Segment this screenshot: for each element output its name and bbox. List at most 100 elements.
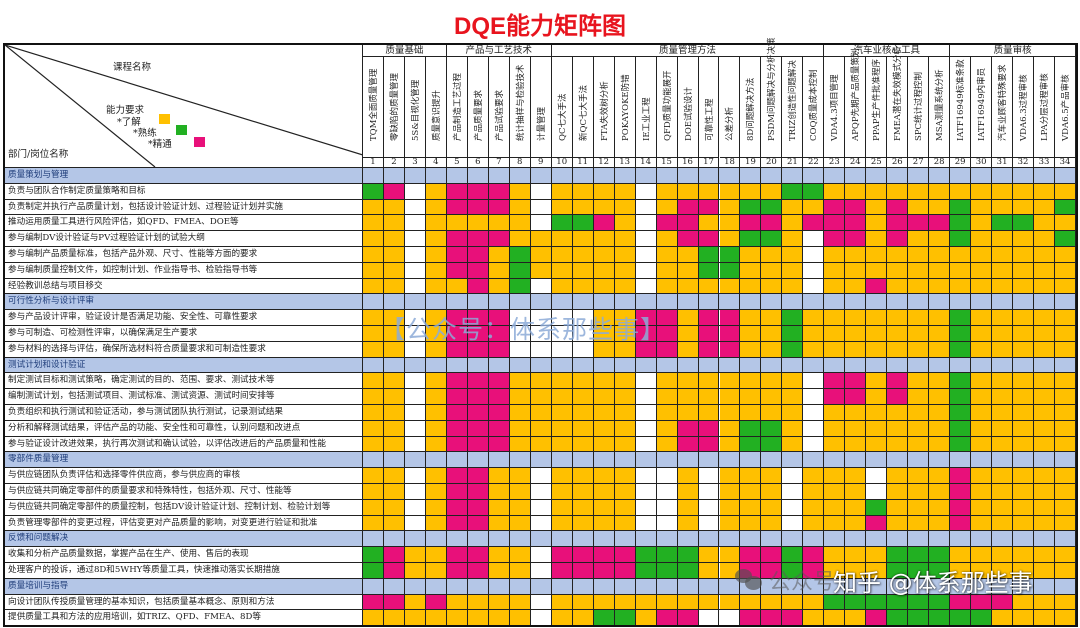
level-understand-cell (824, 278, 846, 294)
course-name: PPAP生产件批准程序 (872, 58, 883, 141)
level-understand-cell (1034, 231, 1056, 246)
empty-cell (509, 310, 531, 325)
level-expert-cell (950, 484, 972, 499)
empty-cell (530, 499, 552, 515)
competency-label: 编制测试计划，包括测试项目、测试标准、测试资源、测试时间安排等 (5, 389, 363, 404)
level-understand-cell (845, 341, 867, 357)
level-proficient-cell (950, 436, 972, 452)
course-header: 可靠性工程 (699, 57, 720, 157)
level-understand-cell (551, 373, 573, 389)
level-understand-cell (698, 405, 720, 420)
level-expert-cell (803, 563, 825, 578)
section-cell (636, 294, 657, 310)
competency-row: 参与编制质量控制文件，如控制计划、作业指导书、检验指导书等 (5, 261, 1076, 278)
level-proficient-cell (866, 594, 888, 610)
section-cell (824, 294, 846, 310)
section-cell (761, 578, 783, 594)
competency-label: 参与产品设计评审，验证设计是否满足功能、安全性、可靠性要求 (5, 310, 363, 325)
level-expert-cell (740, 215, 762, 231)
level-expert-cell (488, 405, 510, 420)
level-proficient-cell (363, 547, 384, 562)
level-understand-cell (740, 247, 762, 262)
course-number: 5 (446, 157, 468, 167)
empty-cell (404, 310, 426, 325)
level-understand-cell (1055, 215, 1076, 231)
level-understand-cell (929, 310, 951, 325)
level-expert-cell (467, 199, 489, 215)
section-cell (782, 168, 804, 183)
competency-label: 参与编制DV设计验证与PV过程验证计划的试验大纲 (5, 231, 363, 246)
level-understand-cell (572, 389, 594, 404)
section-cell (1034, 357, 1056, 373)
empty-cell (698, 484, 720, 499)
level-understand-cell (1013, 436, 1035, 452)
level-expert-cell (446, 247, 468, 262)
section-cell (1013, 357, 1035, 373)
level-understand-cell (929, 405, 951, 420)
level-understand-cell (1013, 183, 1035, 199)
course-header: TQM全面质量管理 (363, 57, 384, 157)
level-expert-cell (467, 183, 489, 199)
level-understand-cell (866, 389, 888, 404)
level-proficient-cell (740, 420, 762, 436)
section-cell (720, 452, 741, 468)
level-understand-cell (614, 389, 636, 404)
section-cell (678, 168, 699, 183)
course-header: 产品质量要求 (468, 57, 489, 157)
section-cell (510, 452, 531, 468)
level-understand-cell (383, 199, 405, 215)
level-proficient-cell (719, 262, 741, 278)
section-cell (447, 578, 468, 594)
level-expert-cell (593, 547, 615, 562)
course-name: VDA6.3过程审核 (1019, 74, 1030, 141)
level-expert-cell (488, 373, 510, 389)
level-understand-cell (1055, 389, 1076, 404)
section-cell (615, 452, 636, 468)
level-expert-cell (677, 231, 699, 246)
section-cell (740, 531, 762, 547)
level-understand-cell (551, 183, 573, 199)
level-understand-cell (551, 499, 573, 515)
level-understand-cell (572, 420, 594, 436)
level-understand-cell (698, 563, 720, 578)
level-expert-cell (929, 215, 951, 231)
level-understand-cell (509, 215, 531, 231)
empty-cell (635, 484, 657, 499)
section-cell (908, 168, 930, 183)
level-proficient-cell (929, 563, 951, 578)
level-understand-cell (363, 262, 384, 278)
level-understand-cell (1034, 183, 1056, 199)
section-cell (636, 357, 657, 373)
level-proficient-cell (950, 215, 972, 231)
competency-label: 与供应链共同确定零部件的质量控制，包括DV设计验证计划、控制计划、检验计划等 (5, 499, 363, 515)
level-understand-cell (488, 215, 510, 231)
level-understand-cell (803, 310, 825, 325)
section-cell (845, 294, 867, 310)
capability-matrix: 课程名称 能力要求 *了解 *熟练 *精通 部门/岗位名称 质量基础 产品与工艺技… (3, 37, 1078, 627)
level-understand-cell (509, 547, 531, 562)
level-understand-cell (719, 373, 741, 389)
level-understand-cell (488, 468, 510, 483)
section-cell (531, 578, 552, 594)
level-understand-cell (614, 326, 636, 341)
level-proficient-cell (782, 563, 804, 578)
level-understand-cell (929, 420, 951, 436)
course-number: 12 (593, 157, 615, 167)
section-cell (803, 452, 825, 468)
course-header: QFD质量功能展开 (657, 57, 678, 157)
level-understand-cell (509, 436, 531, 452)
section-cell (447, 294, 468, 310)
level-understand-cell (908, 341, 930, 357)
section-cell (552, 168, 573, 183)
level-proficient-cell (740, 199, 762, 215)
level-proficient-cell (635, 563, 657, 578)
level-expert-cell (446, 563, 468, 578)
level-understand-cell (1055, 610, 1076, 626)
level-understand-cell (593, 499, 615, 515)
section-cell (510, 357, 531, 373)
section-cell (1055, 357, 1076, 373)
level-understand-cell (908, 468, 930, 483)
competency-row: 经验教训总结与项目移交 (5, 277, 1076, 294)
level-understand-cell (530, 405, 552, 420)
section-cell (866, 168, 888, 183)
